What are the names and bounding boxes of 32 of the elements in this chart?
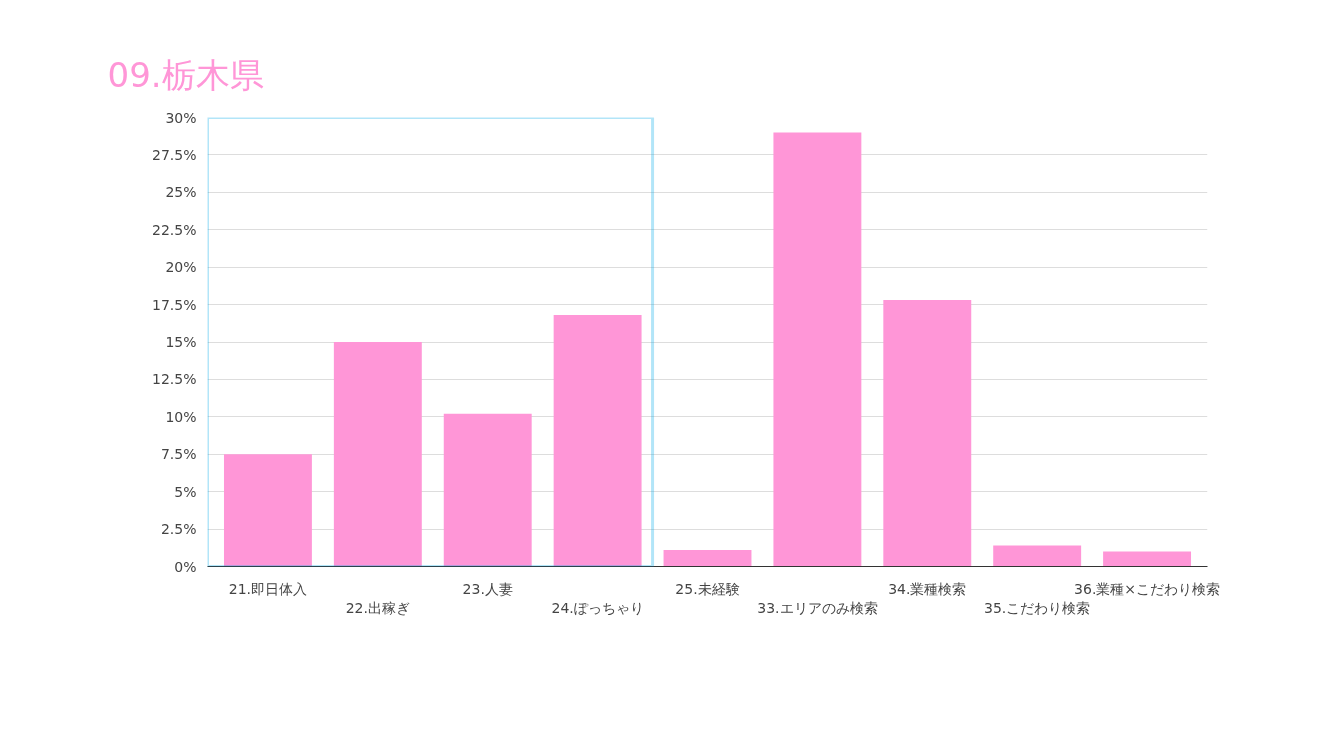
x-tick-label: 25.未経験 [675, 580, 740, 597]
chart-title: 09.栃木県 [107, 55, 264, 95]
bar [773, 132, 862, 567]
y-tick-label: 15% [165, 334, 197, 350]
bar [1103, 551, 1192, 567]
x-tick-label: 36.業種×こだわり検索 [1074, 580, 1221, 597]
x-tick-label: 24.ぽっちゃり [551, 599, 644, 616]
x-tick-label: 35.こだわり検索 [984, 599, 1091, 616]
y-tick-label: 2.5% [160, 521, 197, 538]
bar [993, 545, 1082, 567]
x-tick-label: 21.即日体入 [228, 580, 308, 597]
x-tick-label: 22.出稼ぎ [345, 599, 410, 616]
y-tick-label: 5% [174, 483, 197, 500]
y-tick-label: 7.5% [160, 446, 197, 463]
x-tick-label: 33.エリアのみ検索 [757, 599, 878, 616]
y-tick-label: 0% [174, 558, 197, 575]
bar [883, 300, 972, 567]
y-tick-label: 20% [165, 259, 197, 276]
y-tick-label: 25% [165, 184, 197, 201]
y-tick-label: 12.5% [152, 371, 197, 388]
y-tick-label: 17.5% [152, 296, 197, 313]
bar [553, 315, 642, 567]
bar [443, 413, 532, 567]
y-tick-label: 10% [165, 408, 197, 425]
bar [333, 342, 422, 567]
y-tick-label: 30% [165, 109, 197, 126]
x-tick-label: 34.業種検索 [888, 580, 967, 597]
y-tick-label: 22.5% [152, 221, 197, 238]
y-tick-label: 27.5% [152, 146, 197, 163]
bar [223, 454, 312, 567]
bar [663, 550, 752, 567]
x-tick-label: 23.人妻 [462, 580, 513, 597]
